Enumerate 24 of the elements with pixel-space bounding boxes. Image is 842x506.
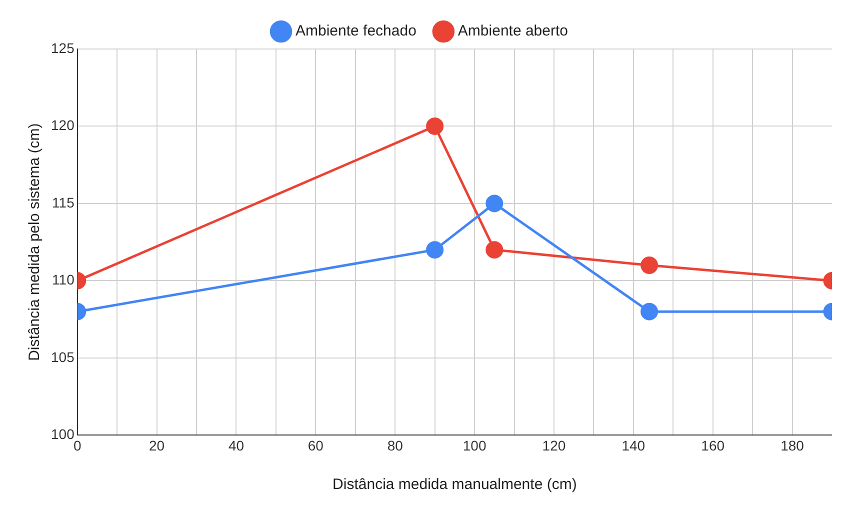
x-tick-label: 60 (308, 437, 324, 454)
x-tick-label: 0 (73, 437, 82, 454)
x-axis-title: Distância medida manualmente (cm) (332, 476, 577, 494)
y-tick-label: 105 (51, 348, 75, 365)
point (426, 241, 444, 259)
y-tick-label: 115 (52, 194, 75, 210)
y-tick-label: 100 (51, 426, 75, 442)
x-tick-label: 40 (228, 437, 244, 454)
x-tick-label: 120 (542, 437, 566, 454)
x-tick-label: 20 (149, 437, 165, 454)
x-tick-label: 80 (387, 437, 404, 454)
y-tick-label: 125 (51, 40, 75, 56)
y-axis-title: Distância medida pelo sistema (cm) (26, 123, 44, 361)
y-tick-label: 110 (52, 272, 75, 288)
point (486, 194, 504, 212)
legend-label: Ambiente fechado (296, 22, 416, 40)
point (486, 241, 504, 259)
point (426, 117, 444, 135)
legend-label: Ambiente aberto (458, 22, 568, 40)
y-tick-label: 120 (51, 117, 75, 134)
x-tick-label: 100 (462, 437, 486, 454)
x-tick-label: 160 (701, 437, 725, 454)
x-tick-label: 180 (780, 437, 804, 454)
x-tick-label: 140 (622, 437, 646, 454)
